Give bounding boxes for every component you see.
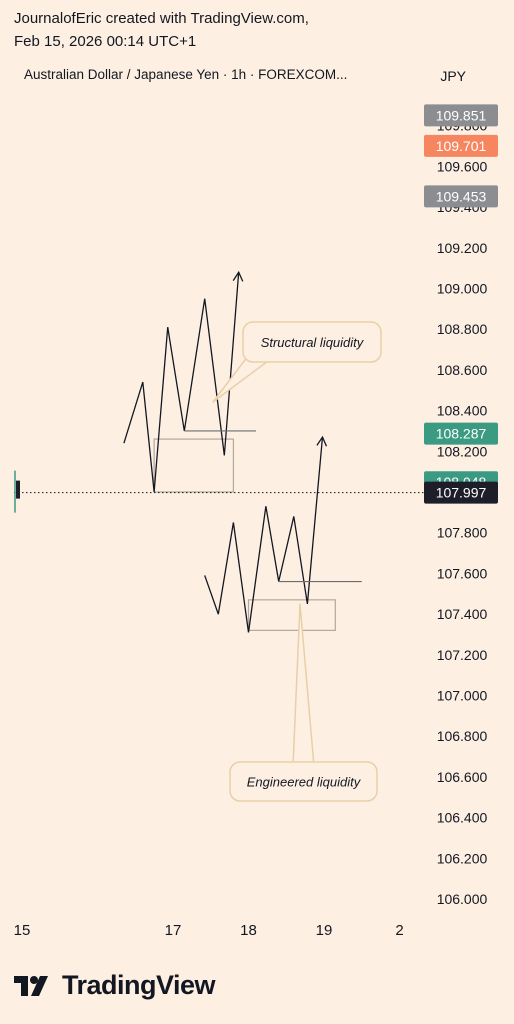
currency-label[interactable]: JPY	[440, 68, 466, 84]
price-label: 109.851	[424, 104, 498, 127]
engineered-callout: Engineered liquidity	[229, 603, 378, 802]
brand-name: TradingView	[62, 970, 216, 1000]
price-label: 107.997	[424, 481, 498, 504]
x-tick-label: 17	[165, 922, 182, 939]
y-tick-label: 107.600	[437, 565, 488, 581]
structural-zigzag-arrowhead	[232, 270, 244, 282]
price-label: 109.701	[424, 134, 498, 157]
price-label-text: 107.997	[436, 485, 487, 501]
y-tick-label: 107.200	[437, 647, 488, 663]
y-tick-label: 107.000	[437, 688, 488, 704]
y-tick-label: 106.200	[437, 850, 488, 866]
structural-callout-tail	[212, 355, 269, 403]
x-tick-label: 19	[316, 922, 333, 939]
price-label-text: 109.453	[436, 188, 487, 204]
price-label-badge	[424, 104, 498, 127]
last-candle-body	[16, 480, 20, 499]
symbol-title[interactable]: Australian Dollar / Japanese Yen · 1h · …	[24, 67, 348, 82]
price-label-text: 109.701	[436, 138, 487, 154]
price-label-text: 109.851	[436, 107, 487, 123]
y-tick-label: 108.800	[437, 321, 488, 337]
y-tick-label: 106.600	[437, 769, 488, 785]
engineered-callout-tail	[292, 603, 315, 767]
timestamp-caption: Feb 15, 2026 00:14 UTC+1	[14, 33, 197, 50]
tradingview-logo-icon	[14, 975, 48, 996]
y-tick-label: 109.600	[437, 158, 488, 174]
engineered-zone	[247, 599, 336, 631]
engineered-callout-box	[229, 761, 378, 802]
engineered-callout-text: Engineered liquidity	[247, 775, 362, 790]
price-label-badge	[424, 422, 498, 445]
price-label-badge	[424, 185, 498, 208]
engineered-zigzag	[204, 436, 324, 633]
y-tick-label: 106.800	[437, 728, 488, 744]
structural-zigzag	[123, 272, 240, 493]
y-tick-label: 109.200	[437, 240, 488, 256]
y-tick-label: 109.000	[437, 281, 488, 297]
brand-logo[interactable]: TradingView	[14, 970, 216, 1001]
x-tick-label: 18	[240, 922, 257, 939]
structural-callout: Structural liquidity	[212, 321, 382, 403]
y-tick-label: 108.200	[437, 443, 488, 459]
x-tick-label: 2	[395, 922, 403, 939]
y-tick-label: 106.400	[437, 810, 488, 826]
structural-callout-text: Structural liquidity	[261, 335, 365, 350]
y-tick-label: 108.600	[437, 362, 488, 378]
price-label-badge	[424, 134, 498, 157]
engineered-zigzag-arrowhead	[316, 435, 328, 447]
y-tick-label: 107.400	[437, 606, 488, 622]
y-tick-label: 108.400	[437, 403, 488, 419]
structural-zone	[153, 438, 235, 493]
y-tick-label: 107.800	[437, 525, 488, 541]
x-tick-label: 15	[14, 922, 31, 939]
price-label: 109.453	[424, 185, 498, 208]
author-caption: JournalofEric created with TradingView.c…	[14, 10, 309, 27]
price-label-text: 108.287	[436, 426, 487, 442]
price-label-badge	[424, 481, 498, 504]
price-label: 108.287	[424, 422, 498, 445]
structural-callout-box	[242, 321, 382, 363]
y-tick-label: 106.000	[437, 891, 488, 907]
